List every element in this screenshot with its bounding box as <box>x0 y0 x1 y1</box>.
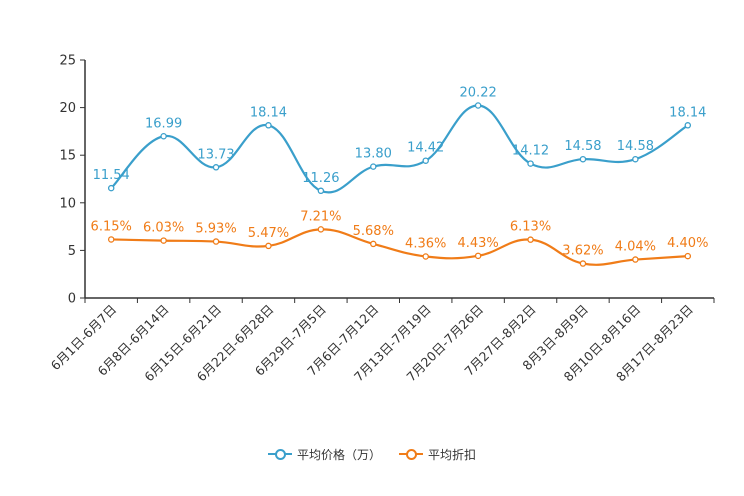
data-point-discount[interactable] <box>160 237 167 244</box>
legend-label-price: 平均价格（万） <box>296 447 381 462</box>
legend-label-discount: 平均折扣 <box>428 447 477 462</box>
data-label-price: 14.58 <box>617 139 654 154</box>
data-point-price[interactable] <box>265 122 272 129</box>
data-point-discount[interactable] <box>474 252 482 260</box>
data-label-discount: 5.68% <box>353 224 394 239</box>
y-tick-label: 20 <box>59 101 76 116</box>
data-point-price[interactable] <box>212 164 220 171</box>
data-point-discount[interactable] <box>265 242 272 250</box>
data-point-price[interactable] <box>632 155 639 163</box>
data-point-discount[interactable] <box>422 253 429 260</box>
data-point-discount[interactable] <box>107 236 115 243</box>
data-label-discount: 4.36% <box>405 236 446 251</box>
data-point-discount[interactable] <box>317 226 325 233</box>
data-label-price: 14.42 <box>407 141 444 156</box>
data-point-price[interactable] <box>370 163 377 170</box>
data-label-price: 11.26 <box>302 171 339 186</box>
data-label-discount: 3.62% <box>562 244 603 259</box>
data-label-price: 14.58 <box>564 139 601 154</box>
data-point-discount[interactable] <box>684 252 692 260</box>
series-line-discount <box>111 228 688 266</box>
data-label-discount: 4.04% <box>615 240 656 255</box>
data-label-discount: 4.43% <box>457 236 498 251</box>
data-label-price: 18.14 <box>250 105 287 120</box>
data-point-discount[interactable] <box>632 256 639 263</box>
data-point-price[interactable] <box>160 133 167 140</box>
chart-legend: 平均价格（万） 平均折扣 <box>0 444 744 464</box>
data-point-discount[interactable] <box>212 238 220 245</box>
y-tick-label: 25 <box>59 54 76 69</box>
data-point-price[interactable] <box>527 160 534 167</box>
legend-item-discount[interactable]: 平均折扣 <box>399 446 476 463</box>
data-point-price[interactable] <box>107 184 115 192</box>
data-point-price[interactable] <box>317 187 325 195</box>
data-label-discount: 5.47% <box>248 226 289 241</box>
data-point-price[interactable] <box>579 155 587 163</box>
data-label-price: 13.73 <box>197 147 234 162</box>
y-tick-label: 15 <box>59 149 76 164</box>
data-label-price: 18.14 <box>669 105 706 120</box>
data-point-discount[interactable] <box>370 240 377 248</box>
data-label-price: 20.22 <box>460 86 497 101</box>
data-point-price[interactable] <box>422 157 429 164</box>
data-label-discount: 6.13% <box>510 220 551 235</box>
y-tick-label: 10 <box>59 196 76 211</box>
data-label-discount: 5.93% <box>195 222 236 237</box>
y-tick-label: 5 <box>68 244 76 259</box>
legend-discount-marker-icon <box>399 448 423 460</box>
data-label-price: 11.54 <box>93 168 130 183</box>
data-label-discount: 6.15% <box>91 219 132 234</box>
data-point-discount[interactable] <box>527 236 534 243</box>
data-point-price[interactable] <box>684 122 692 129</box>
line-chart: 05101520256月1日-6月7日6月8日-6月14日6月15日-6月21日… <box>48 54 715 384</box>
legend-item-price[interactable]: 平均价格（万） <box>267 446 381 463</box>
data-label-price: 16.99 <box>145 116 182 131</box>
data-label-price: 13.80 <box>355 147 392 162</box>
data-point-discount[interactable] <box>579 260 587 267</box>
data-label-discount: 4.40% <box>667 236 708 251</box>
y-tick-label: 0 <box>68 292 76 307</box>
data-label-discount: 6.03% <box>143 221 184 236</box>
data-point-price[interactable] <box>474 102 482 109</box>
data-label-price: 14.12 <box>512 144 549 159</box>
legend-price-marker-icon <box>267 448 292 460</box>
data-label-discount: 7.21% <box>300 209 341 224</box>
